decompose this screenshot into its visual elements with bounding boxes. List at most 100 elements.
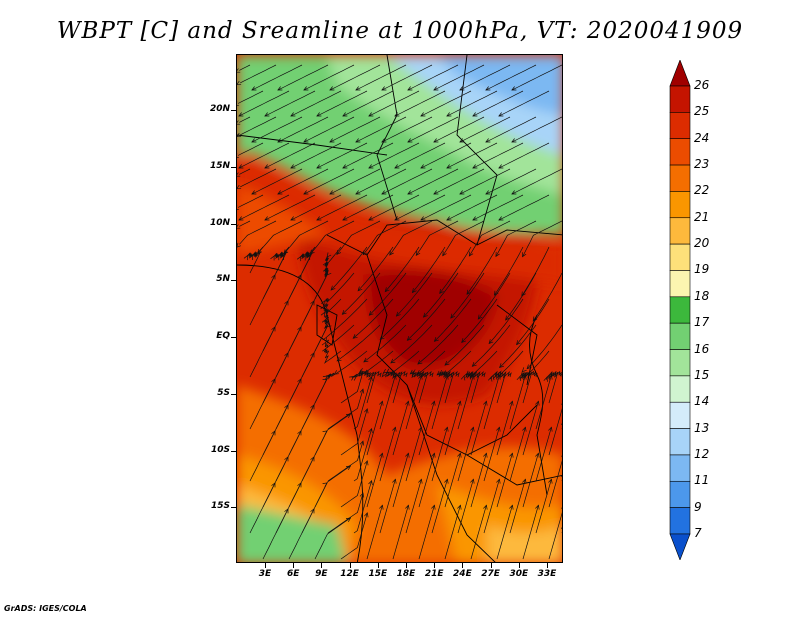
streamline-arrow	[271, 274, 276, 280]
streamline-arrow	[498, 164, 504, 169]
streamline-arrow	[511, 138, 517, 143]
streamline-arrow	[271, 430, 276, 436]
streamline	[407, 64, 459, 91]
streamline	[239, 220, 277, 245]
streamline	[329, 116, 381, 143]
streamline	[415, 220, 459, 256]
streamline-arrow	[382, 368, 388, 374]
streamline	[384, 370, 408, 379]
streamline-arrow	[498, 216, 504, 221]
streamline	[561, 479, 562, 481]
streamline-arrow	[333, 370, 339, 375]
streamline-arrow	[352, 334, 358, 339]
streamline	[368, 90, 420, 117]
lon-tick	[321, 563, 322, 568]
streamline	[483, 427, 500, 482]
streamline-arrow	[264, 112, 270, 117]
streamline	[342, 142, 394, 169]
streamline	[264, 142, 316, 169]
streamline-arrow	[270, 255, 275, 261]
streamline	[353, 376, 372, 430]
colorbar-segment	[669, 60, 691, 87]
streamline	[405, 375, 422, 430]
streamline-arrow	[330, 285, 336, 291]
streamline-arrow	[470, 478, 475, 484]
streamline-arrow	[297, 482, 302, 488]
streamline-arrow	[446, 216, 452, 221]
streamline-arrow	[320, 305, 325, 311]
streamline	[526, 324, 562, 369]
lon-tick	[547, 563, 548, 568]
streamline	[511, 116, 562, 143]
streamline	[381, 168, 433, 195]
colorbar-label: 22	[694, 183, 710, 198]
border-west-coast	[316, 304, 338, 346]
streamline-arrow	[296, 255, 302, 262]
streamline-arrow	[355, 86, 361, 91]
streamline-arrow	[392, 374, 397, 380]
streamline	[384, 246, 420, 292]
lon-tick	[265, 563, 266, 568]
streamline	[548, 460, 562, 508]
streamline	[511, 168, 562, 195]
streamline	[418, 453, 435, 508]
streamline	[470, 453, 487, 508]
streamline	[407, 168, 459, 195]
streamline	[516, 298, 550, 345]
streamline	[288, 508, 315, 560]
colorbar-segment	[669, 428, 691, 456]
streamline	[240, 116, 277, 136]
streamline	[355, 64, 407, 91]
lat-label: 5N	[216, 274, 230, 285]
streamline	[240, 168, 277, 188]
lon-label: 6E	[286, 569, 300, 579]
streamline-arrow	[381, 190, 387, 195]
colorbar-segment	[669, 243, 691, 271]
streamline	[520, 350, 550, 379]
border-north-3	[237, 134, 388, 156]
streamline	[420, 194, 472, 221]
streamline-arrow	[237, 184, 242, 190]
streamline	[485, 64, 537, 91]
streamline-arrow	[392, 478, 397, 484]
streamline	[535, 427, 552, 482]
streamline	[472, 324, 511, 367]
streamline	[532, 272, 562, 322]
streamline	[251, 116, 303, 143]
colorbar-segment	[669, 191, 691, 219]
streamline-arrow	[322, 482, 328, 487]
streamline-arrow	[284, 300, 289, 306]
streamline-arrow	[322, 347, 327, 353]
streamline-arrow	[310, 456, 315, 462]
streamline-arrow	[310, 352, 315, 358]
streamline-arrow	[290, 112, 296, 117]
streamline-arrow	[465, 370, 471, 376]
streamline-arrow	[446, 112, 452, 117]
streamline-arrow	[522, 478, 527, 484]
streamline	[379, 298, 420, 340]
streamline	[323, 348, 342, 364]
streamline-arrow	[485, 138, 491, 143]
streamline-arrow	[284, 456, 289, 462]
streamline-arrow	[433, 138, 439, 143]
streamline	[459, 168, 511, 195]
streamline-arrow	[364, 460, 369, 466]
streamline-arrow	[297, 430, 302, 436]
streamline	[433, 64, 485, 91]
streamline	[381, 116, 433, 143]
streamline-arrow	[322, 336, 327, 342]
streamline-arrow	[271, 326, 276, 332]
streamline-arrow	[326, 252, 332, 258]
streamline-arrow	[238, 164, 244, 169]
streamline	[237, 142, 264, 156]
lat-label: 5S	[217, 387, 230, 398]
streamline-arrow	[394, 164, 400, 169]
streamline	[379, 427, 396, 482]
streamline-arrow	[511, 86, 517, 91]
streamline	[483, 375, 500, 430]
streamline	[446, 90, 498, 117]
streamline	[466, 246, 498, 295]
colorbar-label: 20	[694, 236, 710, 251]
colorbar-label: 23	[694, 157, 710, 172]
streamline-arrow	[411, 288, 417, 294]
